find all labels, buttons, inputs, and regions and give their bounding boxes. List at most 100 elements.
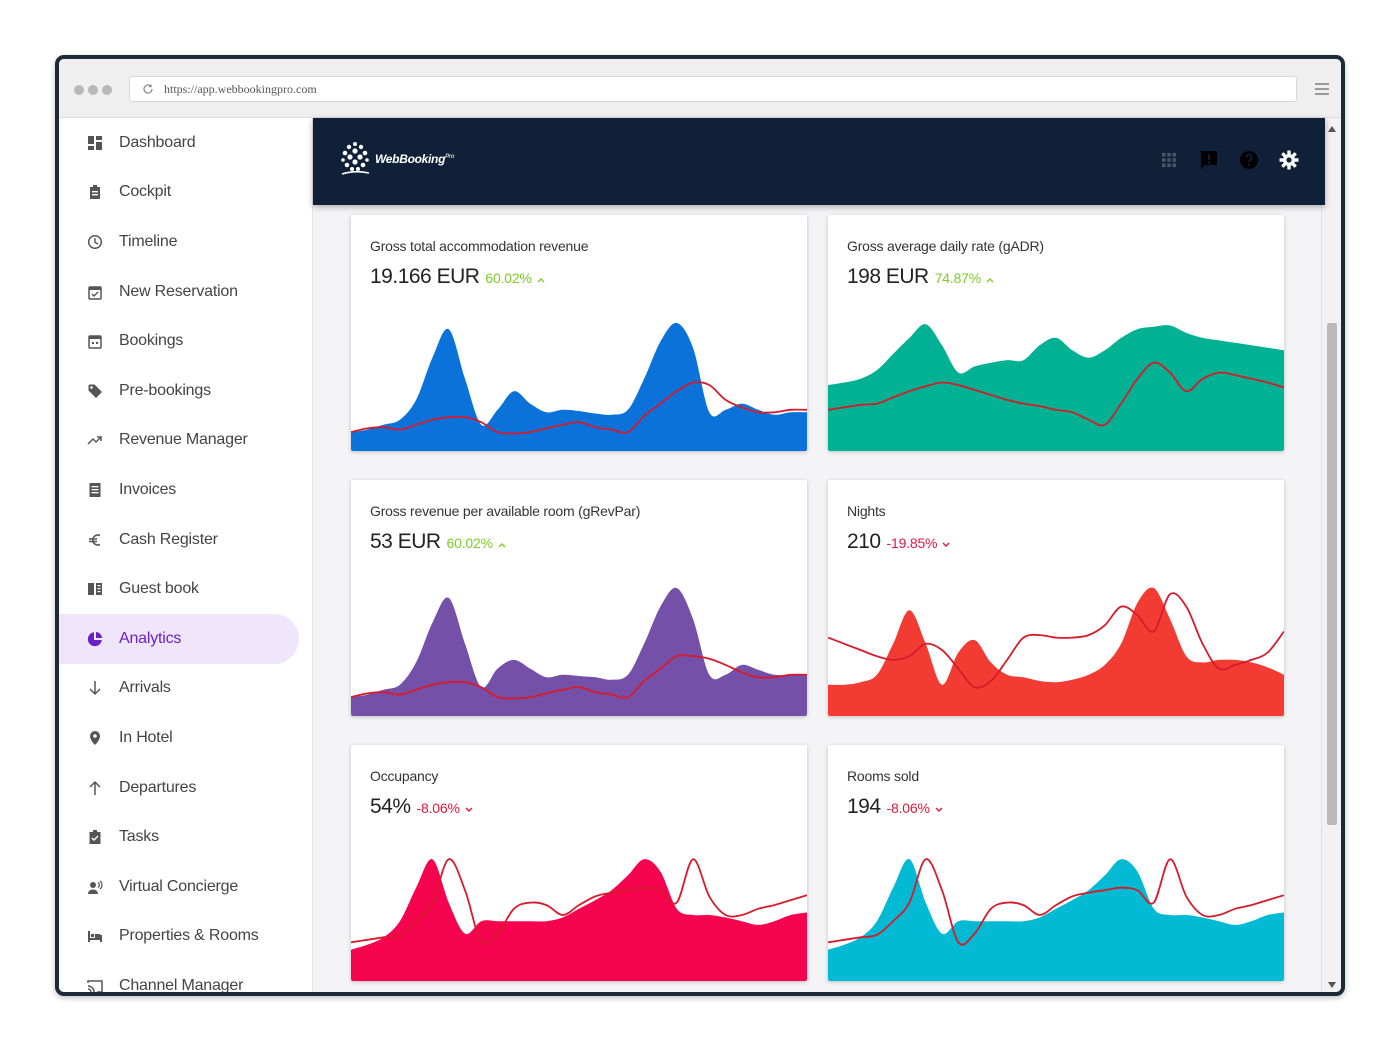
logo[interactable]: WebBookingPro — [339, 140, 455, 178]
voice-person-icon — [87, 879, 103, 895]
dashboard-icon — [87, 135, 103, 151]
analytics-content: Gross total accommodation revenue 19.166 … — [313, 205, 1325, 992]
window-dot-icon[interactable] — [102, 85, 112, 95]
metric-value: 19.166 EUR — [370, 265, 480, 288]
clock-icon — [87, 234, 103, 250]
sidebar-item-label: Invoices — [119, 480, 177, 498]
metric-chart — [828, 858, 1284, 981]
logo-sup: Pro — [445, 154, 455, 160]
sidebar-item-virtual-concierge[interactable]: Virtual Concierge — [59, 862, 312, 912]
sidebar-item-channel-manager[interactable]: Channel Manager — [59, 961, 312, 994]
sidebar-item-arrivals[interactable]: Arrivals — [59, 664, 312, 714]
metric-title: Occupancy — [370, 768, 439, 784]
previous-period-line — [828, 361, 1284, 427]
sidebar-item-new-reservation[interactable]: New Reservation — [59, 267, 312, 317]
scroll-thumb[interactable] — [1327, 323, 1337, 825]
feedback-icon[interactable] — [1199, 149, 1219, 171]
pie-chart-icon — [87, 631, 103, 647]
metric-change: -8.06% — [886, 800, 930, 816]
metric-value: 53 EUR — [370, 530, 441, 553]
book-icon — [87, 581, 103, 597]
sidebar-item-label: Departures — [119, 778, 197, 796]
metric-chart — [351, 587, 807, 716]
sidebar-item-guest-book[interactable]: Guest book — [59, 564, 312, 614]
chevron-up-icon — [537, 270, 545, 286]
previous-period-line — [828, 858, 1284, 946]
metric-change: 60.02% — [446, 535, 493, 551]
help-icon[interactable] — [1239, 149, 1259, 171]
sidebar: Dashboard Cockpit Timeline New Reservation B… — [59, 118, 313, 994]
sidebar-item-label: Channel Manager — [119, 976, 244, 994]
sidebar-item-dashboard[interactable]: Dashboard — [59, 118, 312, 168]
scrollbar[interactable] — [1321, 118, 1341, 992]
metric-title: Gross revenue per available room (gRevPa… — [370, 503, 641, 519]
window-dot-icon[interactable] — [88, 85, 98, 95]
sidebar-item-cockpit[interactable]: Cockpit — [59, 168, 312, 218]
current-period-area — [828, 324, 1284, 451]
metric-title: Gross total accommodation revenue — [370, 238, 589, 254]
metric-value: 210 — [847, 530, 881, 553]
sidebar-item-label: Cash Register — [119, 530, 218, 548]
scroll-down-icon[interactable] — [1328, 982, 1336, 988]
metric-card[interactable]: Gross revenue per available room (gRevPa… — [351, 480, 807, 716]
metric-card[interactable]: Occupancy 54% -8.06% — [351, 745, 807, 981]
window-dot-icon[interactable] — [74, 85, 84, 95]
bed-icon — [87, 928, 103, 944]
sidebar-item-label: Cockpit — [119, 183, 171, 201]
browser-window: https://app.webbookingpro.com Dashboard C… — [55, 55, 1345, 996]
metric-change: 60.02% — [485, 270, 532, 286]
sidebar-item-label: In Hotel — [119, 728, 173, 746]
sidebar-item-label: Revenue Manager — [119, 431, 248, 449]
metric-card[interactable]: Gross total accommodation revenue 19.166 … — [351, 215, 807, 451]
sidebar-item-pre-bookings[interactable]: Pre-bookings — [59, 366, 312, 416]
apps-grid-icon[interactable] — [1159, 149, 1179, 171]
metric-chart — [351, 858, 807, 981]
previous-period-line — [351, 381, 807, 435]
app-header: WebBookingPro — [313, 118, 1325, 205]
browser-menu-icon[interactable] — [1315, 83, 1329, 95]
logo-globe-icon — [341, 142, 370, 175]
browser-toolbar: https://app.webbookingpro.com — [59, 59, 1341, 118]
scroll-up-icon[interactable] — [1328, 126, 1336, 132]
url-text[interactable]: https://app.webbookingpro.com — [164, 81, 317, 96]
calendar-check-icon — [87, 284, 103, 300]
clipboard-icon — [87, 184, 103, 200]
settings-gear-icon[interactable] — [1279, 149, 1299, 171]
sidebar-item-label: Arrivals — [119, 679, 171, 697]
sidebar-item-properties-rooms[interactable]: Properties & Rooms — [59, 912, 312, 962]
sidebar-item-bookings[interactable]: Bookings — [59, 316, 312, 366]
sidebar-item-label: Pre-bookings — [119, 381, 211, 399]
sidebar-item-analytics[interactable]: Analytics — [59, 613, 312, 664]
metric-change: -19.85% — [886, 535, 938, 551]
address-bar[interactable]: https://app.webbookingpro.com — [129, 76, 1297, 102]
reload-icon[interactable] — [142, 83, 154, 95]
window-controls — [74, 85, 112, 95]
metric-change: 74.87% — [934, 270, 982, 286]
sidebar-item-departures[interactable]: Departures — [59, 763, 312, 813]
sidebar-item-timeline[interactable]: Timeline — [59, 217, 312, 267]
sidebar-item-label: Tasks — [119, 828, 159, 846]
sidebar-item-cash-register[interactable]: Cash Register — [59, 515, 312, 565]
metric-card[interactable]: Gross average daily rate (gADR) 198 EUR 74… — [828, 215, 1284, 451]
sidebar-item-revenue-manager[interactable]: Revenue Manager — [59, 416, 312, 466]
sidebar-item-invoices[interactable]: Invoices — [59, 465, 312, 515]
sidebar-item-tasks[interactable]: Tasks — [59, 812, 312, 862]
sidebar-item-label: Timeline — [119, 232, 178, 250]
metric-card[interactable]: Rooms sold 194 -8.06% — [828, 745, 1284, 981]
document-icon — [87, 482, 103, 498]
metric-value: 198 EUR — [847, 265, 929, 288]
arrow-down-icon — [87, 680, 103, 696]
sidebar-item-in-hotel[interactable]: In Hotel — [59, 713, 312, 763]
previous-period-line — [351, 654, 807, 700]
metric-chart — [351, 322, 807, 451]
metric-card[interactable]: Nights 210 -19.85% — [828, 480, 1284, 716]
current-period-area — [351, 322, 807, 451]
metric-title: Rooms sold — [847, 768, 919, 784]
current-period-area — [351, 587, 807, 716]
tag-icon — [87, 383, 103, 399]
metric-title: Nights — [847, 503, 886, 519]
metric-change: -8.06% — [416, 800, 460, 816]
metric-chart — [828, 587, 1284, 716]
sidebar-item-label: Bookings — [119, 332, 184, 350]
logo-text: WebBooking — [375, 152, 446, 166]
